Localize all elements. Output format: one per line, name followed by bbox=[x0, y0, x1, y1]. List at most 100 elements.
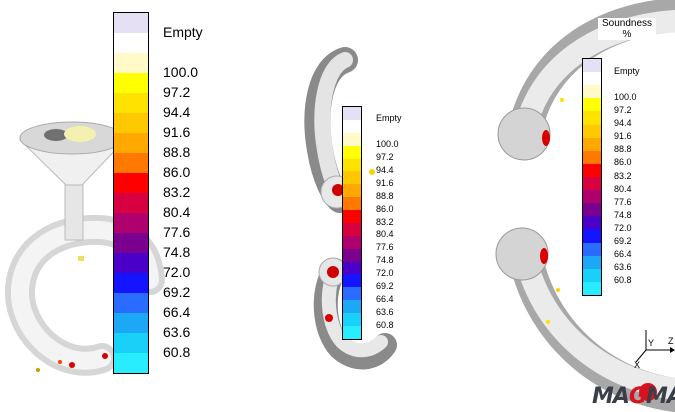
legend-value-label: 69.2 bbox=[376, 281, 394, 292]
legend-value-label: 86.0 bbox=[376, 203, 394, 214]
logo-text-g: G bbox=[628, 384, 647, 409]
defect-spot bbox=[69, 362, 75, 368]
logo-text-a: MA bbox=[592, 384, 630, 409]
legend-swatch bbox=[114, 53, 148, 73]
legend-value-label: 94.4 bbox=[163, 103, 191, 120]
legend-swatch bbox=[114, 33, 148, 53]
legend-swatch bbox=[114, 273, 148, 293]
legend-value-label: 69.2 bbox=[614, 236, 632, 247]
legend-value-label: 100.0 bbox=[614, 91, 637, 102]
logo-text-b: MA bbox=[645, 384, 675, 409]
legend-value-label: 94.4 bbox=[614, 118, 632, 129]
legend-swatch bbox=[343, 158, 361, 172]
legend-swatch bbox=[114, 133, 148, 153]
legend-swatch bbox=[583, 255, 601, 269]
legend-value-label: 80.4 bbox=[376, 229, 394, 240]
legend-value-label: 77.6 bbox=[163, 223, 191, 240]
legend-value-label: 74.8 bbox=[163, 243, 191, 260]
legend-value-label: 88.8 bbox=[376, 190, 394, 201]
legend-swatch bbox=[343, 171, 361, 185]
defect-spot bbox=[78, 256, 84, 261]
legend-swatch bbox=[583, 176, 601, 191]
legend-value-label: 74.8 bbox=[614, 209, 632, 220]
legend-swatch bbox=[343, 261, 361, 275]
legend-swatch bbox=[114, 113, 148, 133]
magma-logo: MAGMA bbox=[592, 384, 675, 409]
legend-title: Soundness % bbox=[598, 18, 656, 40]
legend-value-label: 60.8 bbox=[376, 319, 394, 330]
legend-swatch bbox=[343, 210, 361, 223]
legend-swatch bbox=[343, 274, 361, 288]
legend-swatch bbox=[343, 235, 361, 249]
legend-swatch bbox=[114, 193, 148, 213]
legend-swatch bbox=[583, 268, 601, 282]
legend-swatch bbox=[114, 293, 148, 313]
legend-swatch bbox=[583, 281, 601, 295]
legend-value-label: 94.4 bbox=[376, 165, 394, 176]
legend-swatch bbox=[114, 253, 148, 273]
legend-swatch bbox=[114, 173, 148, 193]
legend-swatch bbox=[583, 137, 601, 151]
legend-value-label: 77.6 bbox=[614, 196, 632, 207]
legend-swatch bbox=[583, 111, 601, 125]
axis-y-label: Y bbox=[648, 338, 655, 348]
legend-value-label: 69.2 bbox=[163, 283, 191, 300]
axis-z-label: Z bbox=[668, 336, 674, 346]
legend-value-label: 66.4 bbox=[376, 293, 394, 304]
legend-value-label: 86.0 bbox=[614, 157, 632, 168]
legend-color-bar bbox=[342, 106, 362, 340]
legend-swatch bbox=[114, 93, 148, 113]
legend-value-label: 72.0 bbox=[163, 263, 191, 280]
legend-value-label: 83.2 bbox=[376, 216, 394, 227]
legend-swatch bbox=[583, 229, 601, 243]
legend-value-label: 60.8 bbox=[614, 275, 632, 286]
view-panel-ring: Soundness % Empty 100.0 97.2 94.4 91.6 88.8 86… bbox=[450, 0, 675, 412]
legend-value-label: 80.4 bbox=[163, 203, 191, 220]
legend-swatch bbox=[114, 153, 148, 173]
legend-swatch bbox=[114, 353, 148, 373]
legend-swatch bbox=[583, 242, 601, 256]
legend-swatch bbox=[343, 300, 361, 313]
legend-value-label: 74.8 bbox=[376, 255, 394, 266]
legend-title-line2: % bbox=[622, 29, 632, 40]
legend-swatch bbox=[583, 85, 601, 99]
legend-swatch bbox=[343, 248, 361, 262]
legend-value-label: 72.0 bbox=[614, 223, 632, 234]
legend-value-label: 91.6 bbox=[163, 123, 191, 140]
legend-value-label: 66.4 bbox=[163, 303, 191, 320]
legend-value-label: 88.8 bbox=[163, 143, 191, 160]
legend-swatch bbox=[583, 98, 601, 112]
legend-swatch bbox=[343, 119, 361, 133]
view-panel-funnel: Empty 100.0 97.2 94.4 91.6 88.8 86.0 83.2 80.4 77… bbox=[0, 0, 225, 412]
legend-value-label: 97.2 bbox=[163, 83, 191, 100]
legend-swatch bbox=[343, 313, 361, 326]
ring-casting-model bbox=[495, 0, 675, 412]
legend-value-label: 77.6 bbox=[376, 242, 394, 253]
legend-swatch bbox=[114, 233, 148, 253]
legend-value-label: 83.2 bbox=[614, 170, 632, 181]
legend-value-label: 72.0 bbox=[376, 268, 394, 279]
legend-swatch bbox=[343, 197, 361, 210]
legend-swatch bbox=[343, 184, 361, 198]
legend-value-label: 86.0 bbox=[163, 163, 191, 180]
legend-value-label: 60.8 bbox=[163, 343, 191, 360]
legend-swatch bbox=[114, 333, 148, 353]
legend-value-label: 80.4 bbox=[614, 183, 632, 194]
legend-value-label: 100.0 bbox=[163, 63, 199, 80]
legend-value-label: 97.2 bbox=[376, 152, 394, 163]
legend-swatch bbox=[583, 203, 601, 217]
legend-swatch bbox=[583, 150, 601, 164]
axis-x-label: X bbox=[634, 360, 641, 370]
view-panel-side: Empty 100.0 97.2 94.4 91.6 88.8 86.0 83.2 80.4 77… bbox=[225, 0, 450, 412]
legend-swatch bbox=[114, 313, 148, 333]
legend-swatch bbox=[343, 132, 361, 146]
legend-value-label: 66.4 bbox=[614, 249, 632, 260]
legend-color-bar bbox=[113, 12, 149, 374]
legend-value-label: 91.6 bbox=[376, 177, 394, 188]
legend-swatch bbox=[343, 325, 361, 339]
legend-value-label: 97.2 bbox=[614, 105, 632, 116]
legend-swatch bbox=[114, 73, 148, 93]
legend-color-bar bbox=[582, 58, 602, 296]
legend-swatch bbox=[343, 287, 361, 301]
legend-swatch bbox=[583, 72, 601, 86]
